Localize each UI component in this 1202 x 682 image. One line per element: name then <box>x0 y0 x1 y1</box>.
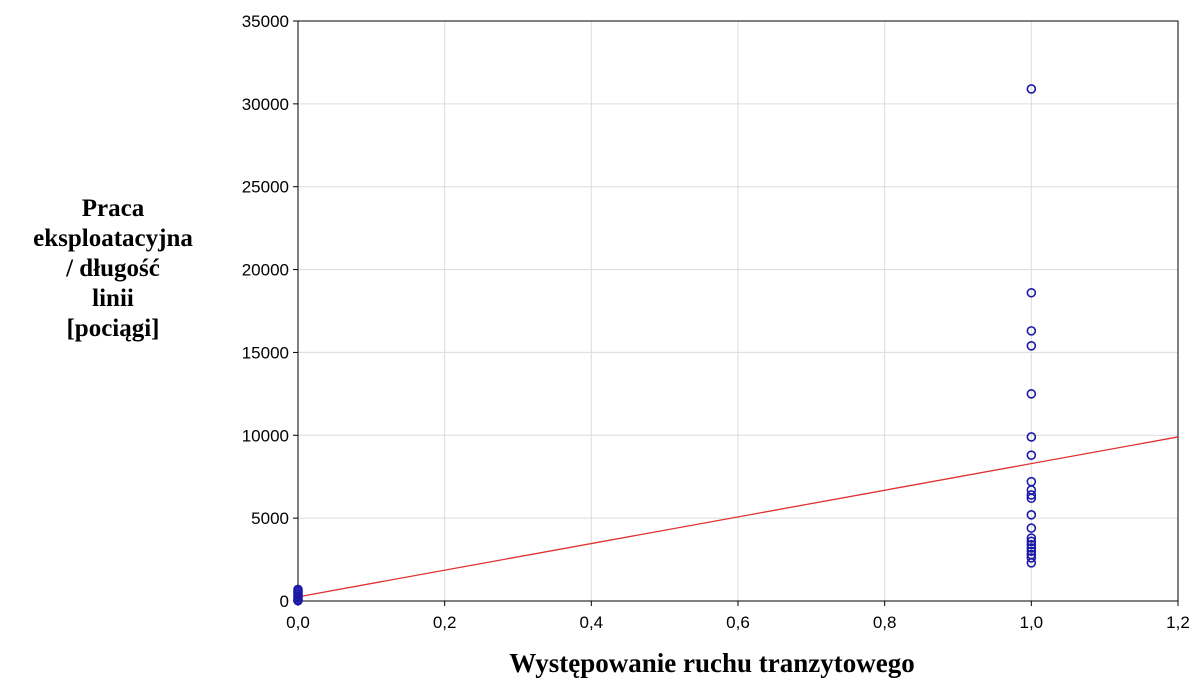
x-tick-label: 0,8 <box>873 613 897 632</box>
y-tick-label: 30000 <box>242 95 289 114</box>
data-point <box>1026 546 1037 557</box>
x-tick-label: 0,2 <box>433 613 457 632</box>
data-point <box>1026 539 1037 550</box>
axes: 0 5000 10000 15000 20000 25000 30000 35000 0,0 0,… <box>242 12 1190 632</box>
y-axis-title-line: [pociągi] <box>66 315 159 342</box>
data-point <box>1026 84 1037 94</box>
x-axis-title: Występowanie ruchu tranzytowego <box>509 648 914 678</box>
data-point <box>1026 553 1037 563</box>
x-tick-label: 0,0 <box>286 613 310 632</box>
y-axis-title-line: Praca <box>82 195 145 222</box>
x-tick-label: 0,4 <box>580 613 604 632</box>
x-tick-label: 1,2 <box>1166 613 1190 632</box>
data-point <box>1026 326 1037 336</box>
grid-lines <box>298 21 1178 601</box>
y-tick-label: 25000 <box>242 178 289 197</box>
y-tick-label: 35000 <box>242 12 289 31</box>
x-tick-label: 1,0 <box>1020 613 1044 632</box>
data-point <box>1026 510 1037 520</box>
data-point <box>1026 523 1037 533</box>
data-point <box>1026 490 1037 500</box>
regression-layer <box>297 436 1179 598</box>
y-axis-title: Praca eksploatacyjna / długość linii [pociąg… <box>33 195 193 342</box>
x-tick-label: 0,6 <box>726 613 750 632</box>
y-axis-title-line: eksploatacyjna <box>33 225 193 252</box>
data-point <box>1026 450 1037 460</box>
data-point <box>1026 340 1037 351</box>
data-point <box>1026 389 1037 399</box>
y-tick-label: 20000 <box>242 261 289 280</box>
data-point <box>1026 533 1037 543</box>
y-tick-label: 0 <box>280 592 289 611</box>
y-axis-title-line: linii <box>92 285 134 312</box>
data-point <box>1026 558 1037 568</box>
y-tick-label: 15000 <box>242 343 289 362</box>
regression-line <box>297 436 1179 598</box>
y-axis-title-line: / długość <box>65 255 160 282</box>
data-point <box>1026 543 1037 553</box>
y-tick-label: 10000 <box>242 426 289 445</box>
data-point <box>293 584 303 595</box>
data-point <box>1026 432 1037 442</box>
data-point <box>1026 536 1037 547</box>
data-point <box>1026 287 1037 298</box>
y-tick-label: 5000 <box>251 509 289 528</box>
data-point <box>1026 493 1037 504</box>
points-layer <box>293 84 1037 606</box>
